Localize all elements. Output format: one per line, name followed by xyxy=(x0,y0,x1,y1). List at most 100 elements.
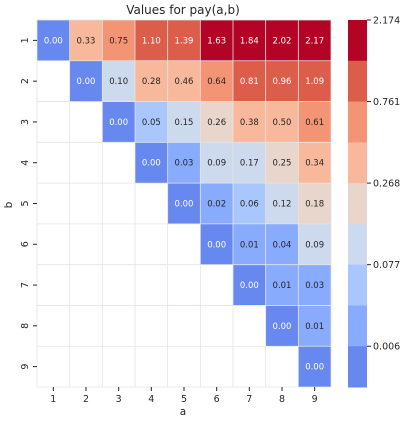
y-tick-label: 4 xyxy=(20,160,31,166)
heatmap-cell xyxy=(167,101,201,143)
cell-value-label: 0.05 xyxy=(142,118,161,128)
heatmap-cell xyxy=(265,142,299,184)
cell-value-label: 0.34 xyxy=(305,159,324,169)
cell-value-label: 0.28 xyxy=(142,77,161,87)
cell-value-label: 0.26 xyxy=(207,118,226,128)
y-axis-label: b xyxy=(3,201,15,208)
heatmap-cell xyxy=(200,183,233,224)
colorbar-segment xyxy=(348,346,367,388)
y-tick-label: 7 xyxy=(20,282,31,288)
cell-value-label: 0.00 xyxy=(142,159,161,169)
heatmap-cells: 0.00 0.33 0.75 1.10 1.39 1.63 1.84 2.02 2.17 0.00… xyxy=(36,19,332,388)
y-tick-label: 5 xyxy=(20,200,31,206)
heatmap-cell xyxy=(200,101,233,143)
cell-value-label: 0.00 xyxy=(273,322,292,332)
heatmap-cell xyxy=(298,20,331,61)
heatmap-cell xyxy=(265,60,299,102)
colorbar-tick-label: 0.077 xyxy=(373,260,400,271)
x-tick-label: 2 xyxy=(83,394,89,405)
cell-value-label: 0.64 xyxy=(207,77,226,87)
heatmap-cell xyxy=(102,60,135,102)
y-tick-label: 2 xyxy=(20,78,31,84)
heatmap-cell xyxy=(298,183,331,224)
y-tick-label: 9 xyxy=(20,364,31,370)
heatmap-cell xyxy=(298,60,331,102)
x-tick-label: 5 xyxy=(181,394,187,405)
heatmap-cell xyxy=(167,20,201,61)
heatmap-cell xyxy=(200,60,233,102)
heatmap-cell xyxy=(37,20,70,61)
cell-value-label: 1.09 xyxy=(305,77,324,87)
heatmap-cell xyxy=(265,264,299,306)
x-tick-label: 8 xyxy=(279,394,285,405)
x-tick-label: 3 xyxy=(116,394,122,405)
cell-value-label: 0.00 xyxy=(109,118,128,128)
x-axis-label: a xyxy=(180,406,186,418)
heatmap-cell xyxy=(265,223,299,265)
heatmap-cell xyxy=(265,101,299,143)
cell-value-label: 0.50 xyxy=(273,118,292,128)
cell-value-label: 0.38 xyxy=(240,118,259,128)
cell-value-label: 0.04 xyxy=(273,240,292,250)
heatmap-cell xyxy=(298,346,331,387)
cell-value-label: 2.02 xyxy=(273,36,292,46)
y-axis-ticks: 1 2 3 4 5 6 7 8 9 xyxy=(20,37,37,370)
heatmap-cell xyxy=(233,60,266,102)
heatmap-cell xyxy=(298,264,331,306)
x-tick-label: 1 xyxy=(50,394,56,405)
cell-value-label: 0.18 xyxy=(305,200,324,210)
x-tick-label: 6 xyxy=(214,394,220,405)
heatmap-cell xyxy=(265,20,299,61)
cell-value-label: 0.00 xyxy=(77,77,96,87)
heatmap-cell xyxy=(200,223,233,265)
cell-value-label: 0.09 xyxy=(305,240,324,250)
heatmap-cell xyxy=(298,101,331,143)
chart-title: Values for pay(a,b) xyxy=(126,3,240,17)
heatmap-cell xyxy=(233,264,266,306)
heatmap-cell xyxy=(69,20,103,61)
x-tick-label: 9 xyxy=(312,394,318,405)
cell-value-label: 0.03 xyxy=(305,281,324,291)
cell-value-label: 0.12 xyxy=(273,200,292,210)
colorbar-tick-label: 0.006 xyxy=(373,342,400,353)
cell-value-label: 0.02 xyxy=(207,200,226,210)
x-axis-ticks: 1 2 3 4 5 6 7 8 9 xyxy=(50,387,318,405)
heatmap-cell xyxy=(298,142,331,184)
colorbar-tick-label: 0.761 xyxy=(373,97,400,108)
heatmap-cell xyxy=(200,20,233,61)
cell-value-label: 0.10 xyxy=(109,77,128,87)
cell-value-label: 1.10 xyxy=(142,36,161,46)
heatmap-cell xyxy=(135,142,168,184)
cell-value-label: 0.25 xyxy=(273,159,292,169)
cell-value-label: 0.33 xyxy=(77,36,96,46)
x-tick-label: 7 xyxy=(246,394,252,405)
heatmap-cell xyxy=(167,183,201,224)
cell-value-label: 0.75 xyxy=(109,36,128,46)
cell-value-label: 0.61 xyxy=(305,118,324,128)
cell-value-label: 0.96 xyxy=(273,77,292,87)
cell-value-label: 0.15 xyxy=(175,118,194,128)
heatmap-cell xyxy=(233,20,266,61)
cell-value-label: 0.00 xyxy=(175,200,194,210)
heatmap-cell xyxy=(233,101,266,143)
cell-value-label: 0.81 xyxy=(240,77,259,87)
colorbar-segment xyxy=(348,183,367,225)
cell-value-label: 0.09 xyxy=(207,159,226,169)
cell-value-label: 0.00 xyxy=(44,36,63,46)
heatmap-cell xyxy=(102,101,135,143)
colorbar-tick-label: 0.268 xyxy=(373,179,400,190)
heatmap-cell xyxy=(135,20,168,61)
colorbar-segment xyxy=(348,305,367,347)
heatmap-cell xyxy=(265,183,299,224)
colorbar-segment xyxy=(348,20,367,62)
colorbar-segment xyxy=(348,101,367,143)
cell-value-label: 2.17 xyxy=(305,36,324,46)
cell-value-label: 1.39 xyxy=(175,36,194,46)
y-tick-label: 6 xyxy=(20,241,31,247)
heatmap-cell xyxy=(233,223,266,265)
x-tick-label: 4 xyxy=(148,394,154,405)
heatmap-cell xyxy=(200,142,233,184)
colorbar-segment xyxy=(348,264,367,306)
